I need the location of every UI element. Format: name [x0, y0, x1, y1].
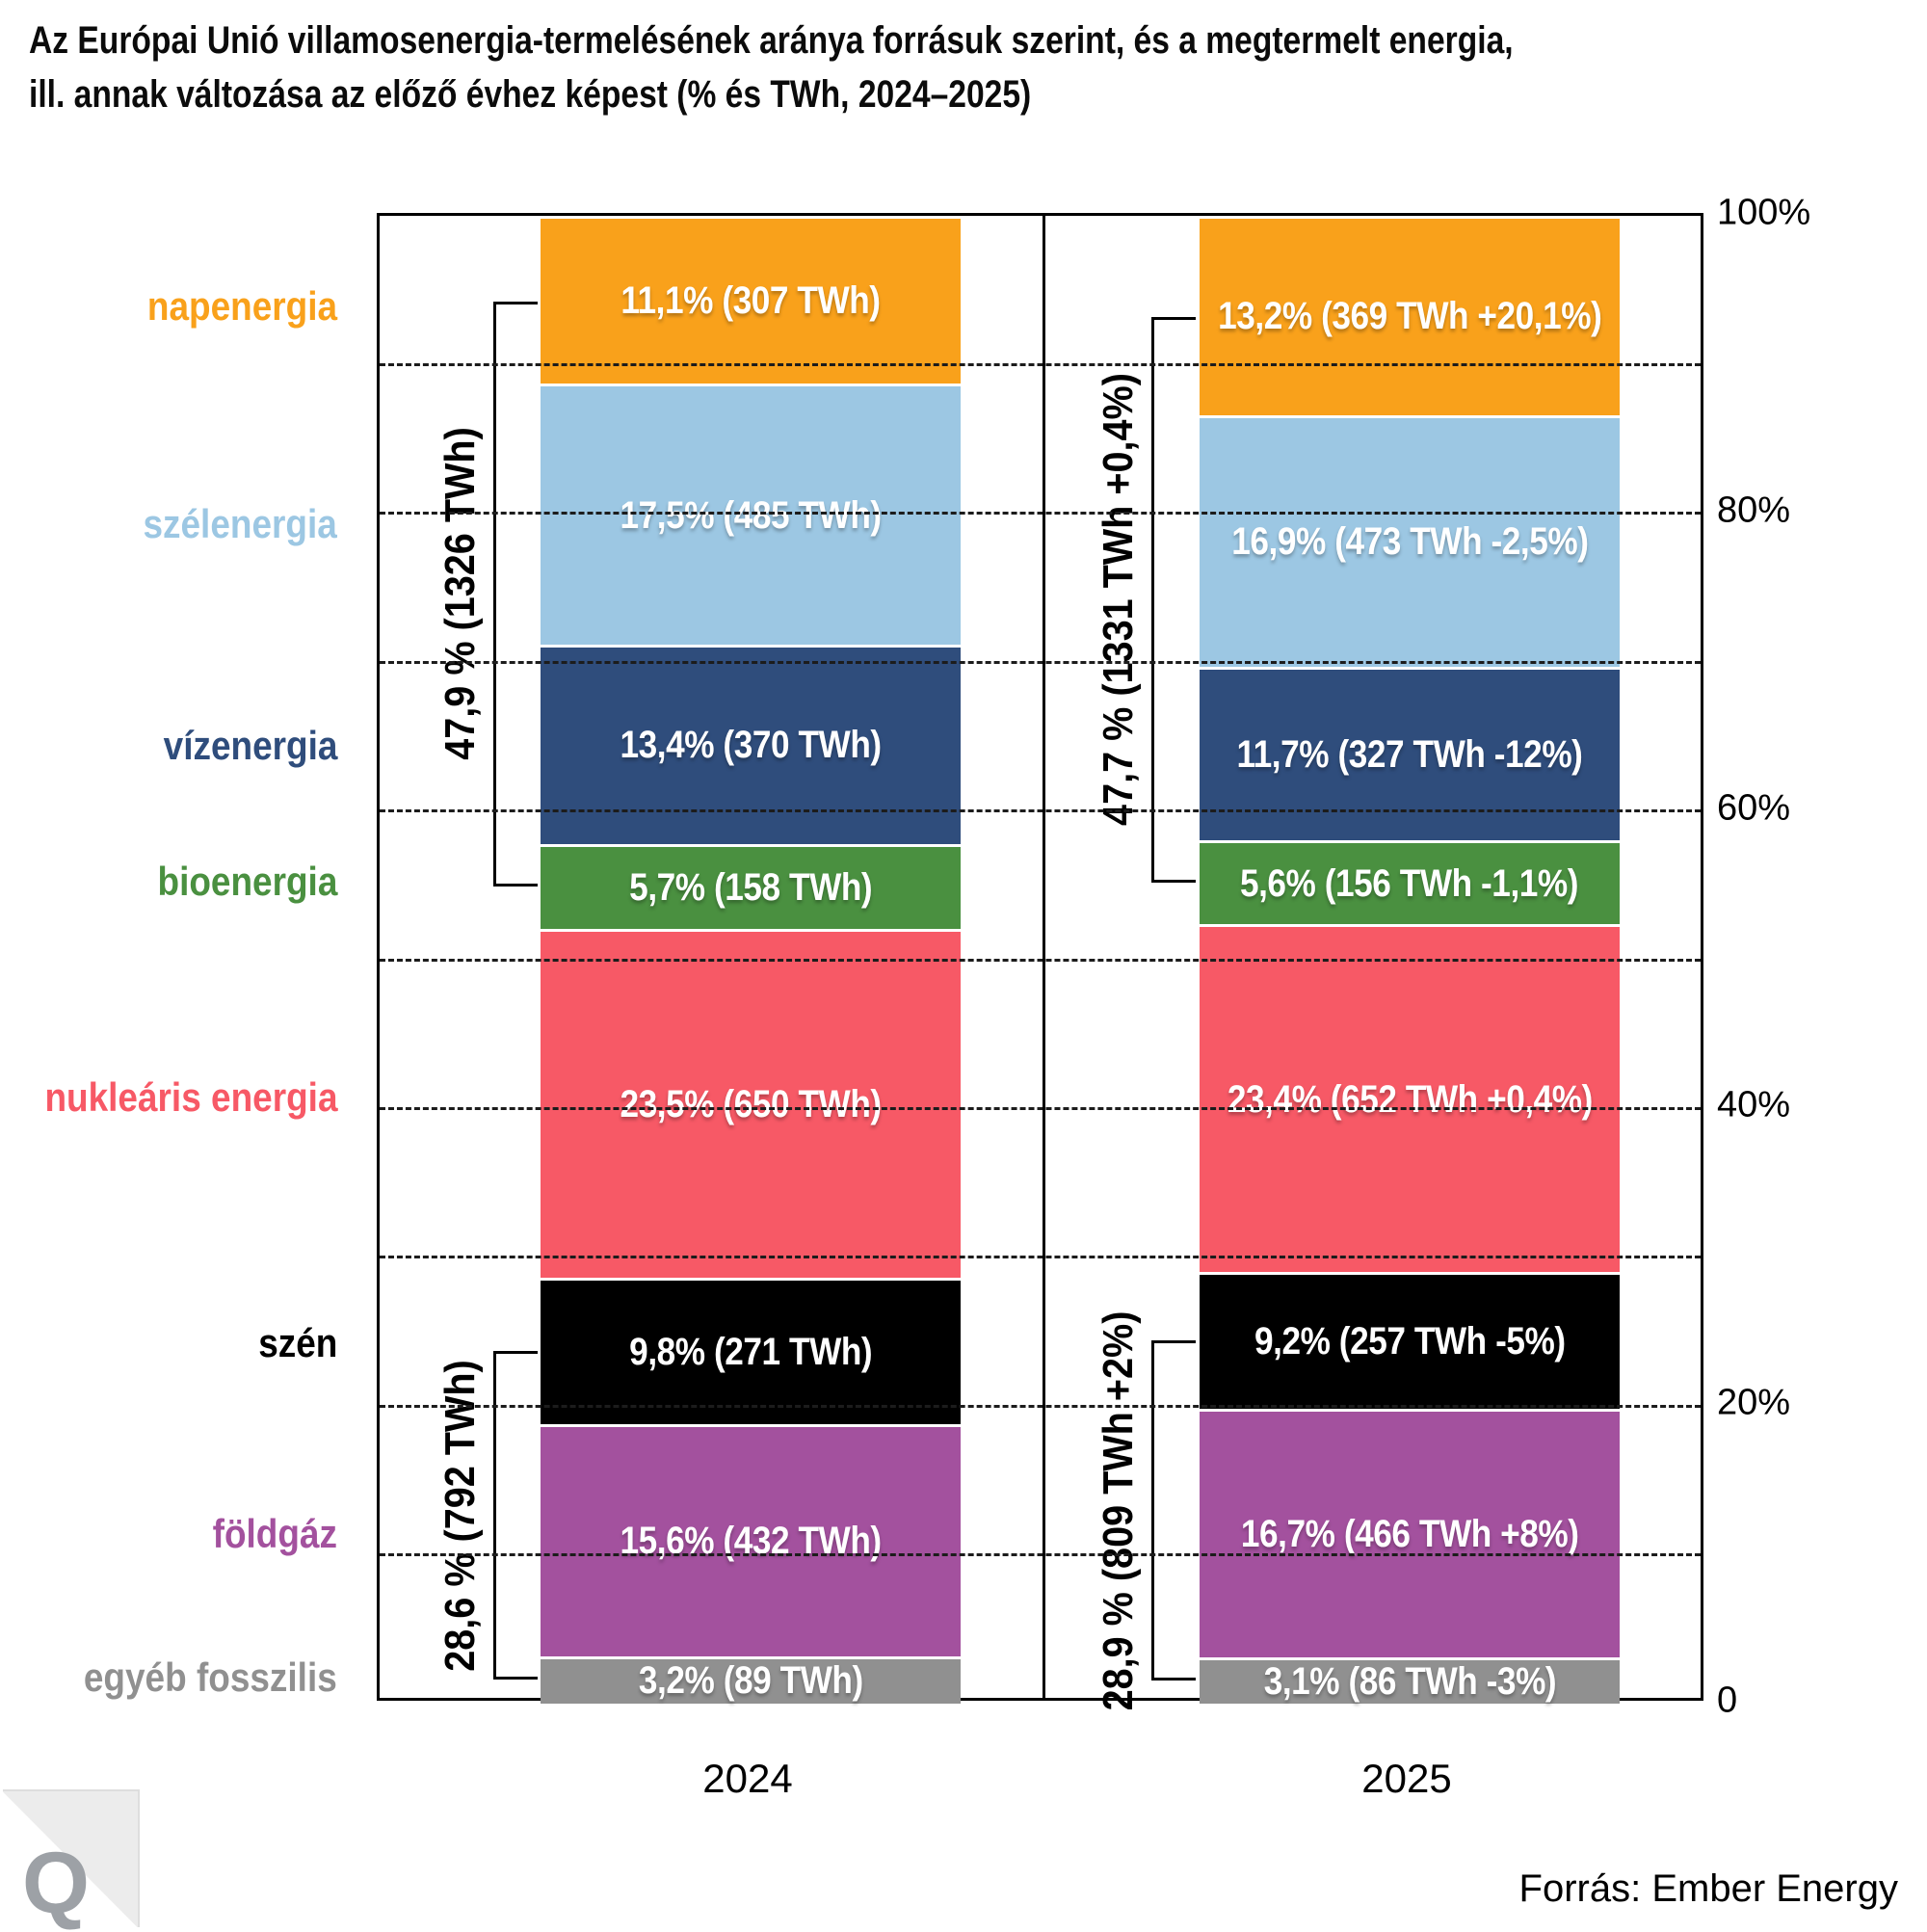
bar-segment-label: 13,4% (370 TWh) [620, 724, 882, 767]
category-label-napenergia: napenergia [0, 282, 337, 329]
chart-title-line1: Az Európai Unió villamosenergia-termelés… [29, 19, 1514, 62]
chart-title-line2: ill. annak változása az előző évhez képe… [29, 73, 1032, 116]
bar-segment-label: 5,6% (156 TWh -1,1%) [1240, 861, 1579, 905]
bar-segment-vízenergia: 13,4% (370 TWh) [541, 644, 961, 844]
source-credit: Forrás: Ember Energy [1518, 1867, 1898, 1910]
bar-segment-egyéb fosszilis: 3,1% (86 TWh -3%) [1200, 1657, 1620, 1704]
bar-segment-nukleáris energia: 23,4% (652 TWh +0,4%) [1200, 923, 1620, 1273]
y-axis-tick-0: 0 [1717, 1680, 1738, 1721]
bar-segment-label: 23,5% (650 TWh) [620, 1082, 882, 1125]
category-label-text: szélenergia [143, 501, 337, 547]
bar-segment-vízenergia: 11,7% (327 TWh -12%) [1200, 666, 1620, 841]
bar-segment-label: 17,5% (485 TWh) [620, 493, 882, 537]
category-label-szélenergia: szélenergia [0, 504, 337, 544]
bar-segment-szén: 9,2% (257 TWh -5%) [1200, 1272, 1620, 1410]
renewables-total-label-2025: 47,7 % (1331 TWh +0,4%) [1095, 373, 1142, 827]
bar-segment-napenergia: 13,2% (369 TWh +20,1%) [1200, 219, 1620, 415]
category-label-text: nukleáris energia [43, 1074, 337, 1121]
bar-segment-label: 13,2% (369 TWh +20,1%) [1217, 295, 1602, 338]
bar-segment-label: 3,1% (86 TWh -3%) [1263, 1660, 1556, 1704]
category-label-text: egyéb fosszilis [84, 1654, 337, 1700]
chart-title: Az Európai Unió villamosenergia-termelés… [29, 13, 1917, 121]
bar-segment-label: 11,7% (327 TWh -12%) [1236, 733, 1583, 777]
bar-segment-nukleáris energia: 23,5% (650 TWh) [541, 928, 961, 1279]
category-label-text: szén [257, 1319, 337, 1365]
bracket-tick-top [493, 1351, 538, 1355]
bar-segment-label: 3,2% (89 TWh) [638, 1659, 863, 1703]
plot-area: 11,1% (307 TWh) 17,5% (485 TWh) 13,4% (370… [377, 213, 1703, 1710]
category-label-földgáz: földgáz [0, 1510, 337, 1556]
bar-segment-földgáz: 16,7% (466 TWh +8%) [1200, 1409, 1620, 1658]
fossil-total-label-2024: 28,6 % (792 TWh) [436, 1359, 484, 1672]
bar-segment-napenergia: 11,1% (307 TWh) [541, 219, 961, 384]
category-label-bioenergia: bioenergia [0, 858, 337, 904]
x-axis-year-label-2025: 2025 [1361, 1756, 1452, 1801]
bar-segment-label: 16,9% (473 TWh -2,5%) [1230, 520, 1589, 564]
x-axis-year-label-2024: 2024 [702, 1756, 793, 1801]
renewables-total-label-2024: 47,9 % (1326 TWh) [436, 427, 484, 760]
category-label-text: földgáz [212, 1510, 337, 1556]
bar-segment-label: 5,7% (158 TWh) [628, 865, 873, 909]
category-label-nukleáris energia: nukleáris energia [0, 1077, 337, 1118]
bar-segment-szélenergia: 16,9% (473 TWh -2,5%) [1200, 414, 1620, 667]
q-logo-letter: Q [22, 1836, 91, 1932]
bracket-tick-bottom [493, 883, 538, 887]
bracket-tick-top [493, 301, 538, 304]
category-label-text: bioenergia [157, 858, 337, 904]
category-label-vízenergia: vízenergia [0, 726, 337, 766]
bar-segment-bioenergia: 5,7% (158 TWh) [541, 843, 961, 929]
bracket-tick-bottom [1151, 879, 1196, 883]
bar-segment-label: 16,7% (466 TWh +8%) [1240, 1513, 1579, 1556]
bracket-line [493, 301, 496, 887]
bracket-tick-bottom [1151, 1678, 1196, 1681]
category-label-text: napenergia [146, 282, 337, 329]
y-axis-tick-20%: 20% [1717, 1382, 1791, 1423]
category-label-text: vízenergia [163, 723, 337, 769]
y-axis-tick-60%: 60% [1717, 787, 1791, 829]
y-axis-tick-100%: 100% [1717, 192, 1811, 233]
bar-segment-földgáz: 15,6% (432 TWh) [541, 1423, 961, 1656]
category-label-szén: szén [0, 1319, 337, 1365]
q-logo: Q [3, 1789, 140, 1927]
panel-divider [1042, 216, 1045, 1698]
bar-segment-label: 9,2% (257 TWh -5%) [1254, 1320, 1566, 1363]
bar-segment-szén: 9,8% (271 TWh) [541, 1278, 961, 1424]
bar-segment-label: 11,1% (307 TWh) [620, 279, 881, 323]
bracket-tick-bottom [493, 1677, 538, 1681]
y-axis-tick-80%: 80% [1717, 490, 1791, 531]
bar-segment-label: 23,4% (652 TWh +0,4%) [1227, 1077, 1593, 1121]
bracket-line [1151, 1340, 1154, 1681]
category-label-egyéb fosszilis: egyéb fosszilis [0, 1654, 337, 1700]
y-axis-tick-40%: 40% [1717, 1084, 1791, 1125]
bar-segment-bioenergia: 5,6% (156 TWh -1,1%) [1200, 840, 1620, 924]
bar-segment-label: 9,8% (271 TWh) [628, 1331, 873, 1374]
fossil-total-label-2025: 28,9 % (809 TWh +2%) [1095, 1310, 1142, 1711]
bar-2024: 11,1% (307 TWh) 17,5% (485 TWh) 13,4% (370… [541, 216, 961, 1704]
bracket-tick-top [1151, 316, 1196, 320]
bracket-tick-top [1151, 1340, 1196, 1344]
bar-segment-egyéb fosszilis: 3,2% (89 TWh) [541, 1655, 961, 1704]
bar-2025: 13,2% (369 TWh +20,1%) 16,9% (473 TWh -2,… [1200, 216, 1620, 1704]
bar-segment-label: 15,6% (432 TWh) [620, 1520, 882, 1563]
bracket-line [493, 1351, 496, 1681]
bracket-line [1151, 316, 1154, 883]
bar-segment-szélenergia: 17,5% (485 TWh) [541, 384, 961, 645]
